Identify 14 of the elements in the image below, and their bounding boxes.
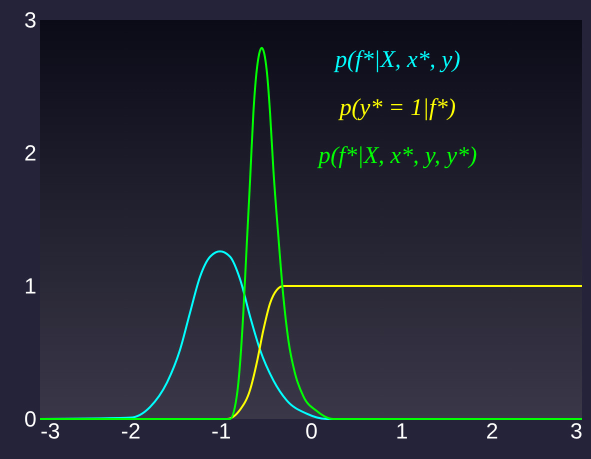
series-label: p(f*|X, x*, y, y*) — [316, 143, 477, 169]
x-tick-label: -1 — [211, 418, 231, 444]
line-series — [39, 46, 583, 420]
x-tick-label: 3 — [570, 418, 582, 444]
y-tick-label: 2 — [24, 140, 36, 166]
y-tick-label: 3 — [24, 8, 36, 32]
x-tick-label: 1 — [396, 418, 408, 444]
x-tick-label: -3 — [40, 418, 60, 444]
x-tick-label: -2 — [121, 418, 141, 444]
text: p(f*|X, x*, y) — [333, 47, 460, 73]
text: p(y* = 1|f*) — [338, 95, 456, 121]
x-tick-label: 0 — [305, 418, 318, 444]
y-tick-label: 1 — [24, 274, 36, 298]
x-tick-label: 2 — [486, 418, 498, 444]
